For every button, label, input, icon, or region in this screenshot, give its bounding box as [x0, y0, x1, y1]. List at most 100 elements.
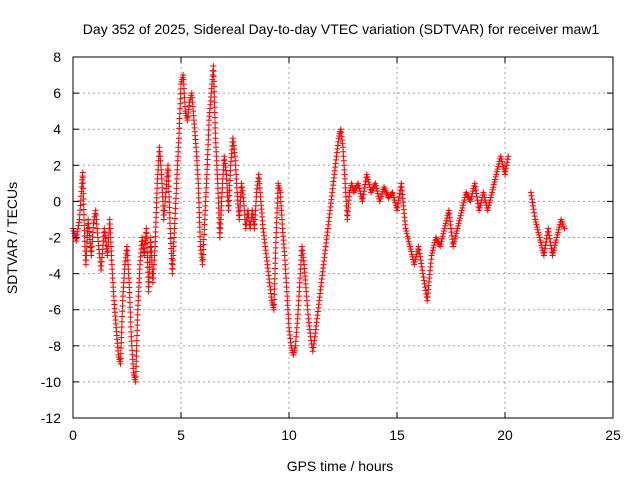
- data-point: [226, 187, 233, 194]
- data-point: [393, 204, 400, 211]
- data-point: [211, 104, 218, 111]
- data-point: [372, 180, 379, 187]
- data-point: [497, 153, 504, 160]
- data-point: [440, 228, 447, 235]
- data-point: [210, 68, 217, 75]
- data-point: [171, 225, 178, 232]
- data-point: [80, 206, 87, 213]
- data-point: [201, 221, 208, 228]
- data-point: [171, 220, 178, 227]
- data-point: [458, 210, 465, 217]
- data-point: [473, 190, 480, 197]
- data-point: [271, 291, 278, 298]
- data-point: [199, 261, 206, 268]
- data-point: [225, 202, 232, 209]
- data-point: [552, 239, 559, 246]
- y-tick-label: -2: [49, 230, 62, 246]
- data-point: [491, 179, 498, 186]
- data-point: [415, 243, 422, 250]
- data-point: [419, 270, 426, 277]
- data-point: [406, 243, 413, 250]
- data-point: [546, 235, 553, 242]
- data-point: [431, 242, 438, 249]
- data-point: [405, 235, 412, 242]
- data-point: [271, 296, 278, 303]
- data-point: [472, 183, 479, 190]
- data-point: [167, 230, 174, 237]
- data-point: [211, 83, 218, 90]
- data-point: [392, 199, 399, 206]
- data-point: [405, 238, 412, 245]
- data-point: [364, 176, 371, 183]
- data-point: [272, 249, 279, 256]
- data-point: [133, 363, 140, 370]
- data-point: [550, 247, 557, 254]
- data-point: [547, 239, 554, 246]
- data-point: [452, 235, 459, 242]
- data-point: [81, 222, 88, 229]
- data-point: [502, 168, 509, 175]
- y-tick-label: -6: [49, 302, 62, 318]
- data-point: [554, 231, 561, 238]
- data-point: [490, 181, 497, 188]
- data-point: [166, 209, 173, 216]
- data-point: [271, 275, 278, 282]
- data-point: [450, 240, 457, 247]
- data-point: [272, 260, 279, 267]
- data-point: [167, 235, 174, 242]
- data-point: [532, 219, 539, 226]
- data-point: [428, 252, 435, 259]
- data-point: [227, 167, 234, 174]
- data-point: [390, 191, 397, 198]
- data-point: [272, 255, 279, 262]
- data-point: [71, 230, 78, 237]
- data-point: [166, 214, 173, 221]
- data-point: [165, 178, 172, 185]
- data-point: [498, 155, 505, 162]
- data-point: [541, 245, 548, 252]
- data-point: [468, 195, 475, 202]
- data-point: [420, 273, 427, 280]
- data-point: [530, 202, 537, 209]
- data-point: [429, 247, 436, 254]
- data-point: [117, 355, 124, 362]
- data-point: [80, 201, 87, 208]
- data-point: [309, 348, 316, 355]
- data-point: [211, 109, 218, 116]
- data-point: [536, 234, 543, 241]
- data-point: [492, 173, 499, 180]
- data-point: [527, 189, 534, 196]
- data-point: [173, 185, 180, 192]
- data-point: [394, 204, 401, 211]
- x-tick-label: 20: [497, 427, 513, 443]
- data-point: [473, 193, 480, 200]
- x-tick-label: 5: [177, 427, 185, 443]
- data-point: [553, 234, 560, 241]
- data-point: [530, 206, 537, 213]
- data-point: [359, 198, 366, 205]
- data-point: [366, 181, 373, 188]
- data-point: [172, 200, 179, 207]
- data-point: [119, 302, 126, 309]
- y-tick-label: 6: [53, 85, 61, 101]
- data-point: [472, 187, 479, 194]
- data-point: [119, 313, 126, 320]
- data-point: [201, 231, 208, 238]
- data-point: [418, 260, 425, 267]
- data-point: [168, 260, 175, 267]
- data-point: [92, 210, 99, 217]
- data-point: [535, 229, 542, 236]
- data-point: [310, 340, 317, 347]
- data-point: [200, 241, 207, 248]
- data-point: [545, 228, 552, 235]
- data-point: [537, 239, 544, 246]
- data-point: [481, 194, 488, 201]
- data-point: [458, 207, 465, 214]
- data-point: [456, 217, 463, 224]
- data-point: [200, 236, 207, 243]
- data-point: [117, 360, 124, 367]
- data-point: [165, 188, 172, 195]
- y-tick-label: 8: [53, 49, 61, 65]
- data-point: [395, 200, 402, 207]
